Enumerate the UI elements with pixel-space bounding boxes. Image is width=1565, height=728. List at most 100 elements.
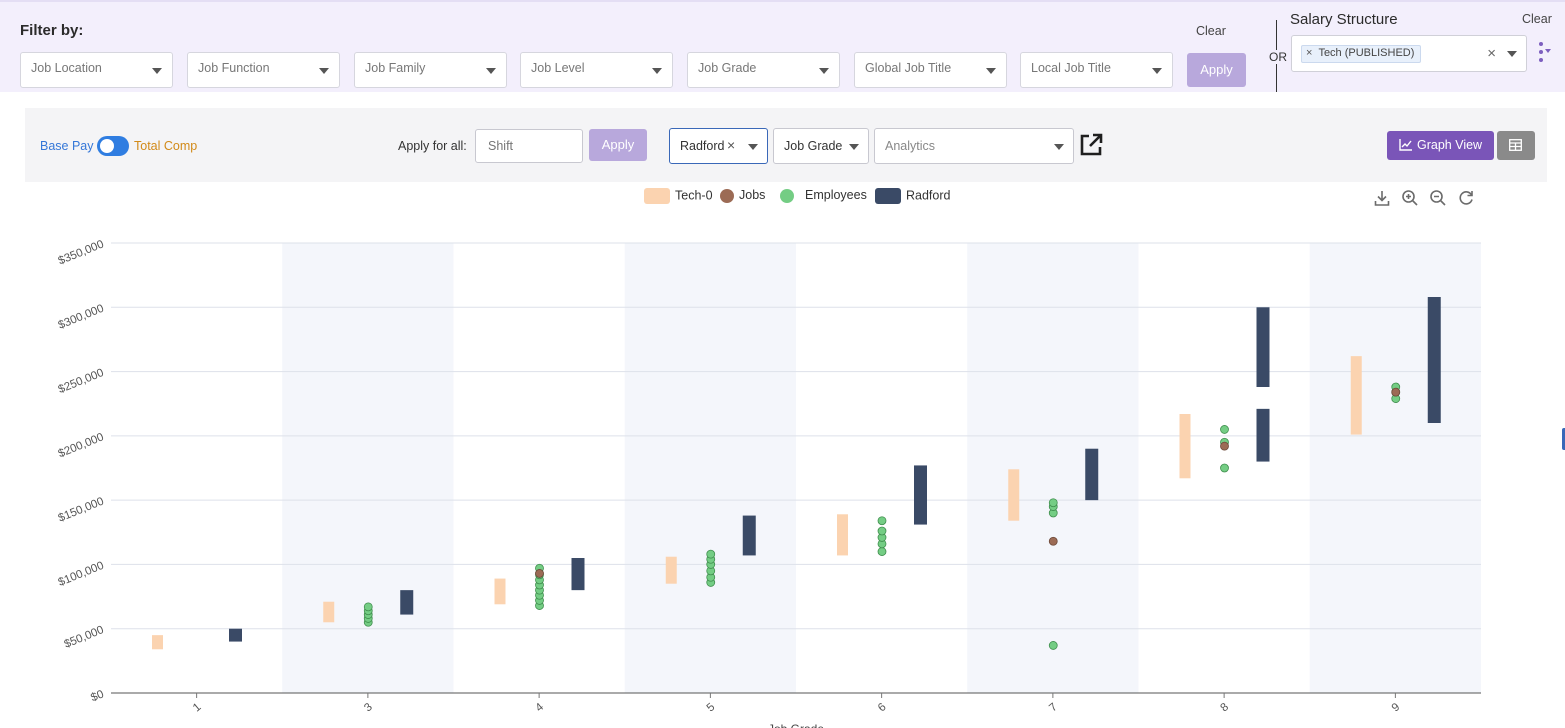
chevron-down-icon (819, 68, 829, 74)
x-tick-label: 5 (705, 701, 718, 714)
analytics-placeholder: Analytics (885, 139, 936, 153)
legend-item-tech-0[interactable]: Tech-0 (644, 188, 713, 204)
clear-icon[interactable]: × (727, 137, 736, 153)
apply-for-all-label: Apply for all: (398, 139, 467, 153)
job-function-dropdown[interactable]: Job Function (187, 52, 340, 88)
job-family-dropdown[interactable]: Job Family (354, 52, 507, 88)
analytics-select[interactable]: Analytics (874, 128, 1074, 164)
chevron-down-icon[interactable] (1507, 51, 1517, 57)
chart-toolbar: Base Pay Total Comp Apply for all: Apply… (25, 108, 1547, 182)
legend-item-jobs[interactable]: Jobs (720, 188, 765, 203)
job-family-placeholder: Job Family (365, 61, 426, 75)
filter-title: Filter by: (20, 22, 84, 39)
legend-item-radford[interactable]: Radford (875, 188, 950, 204)
employee-point (1220, 463, 1229, 473)
legend-label: Radford (906, 188, 951, 203)
job-function-placeholder: Job Function (198, 61, 270, 75)
legend-swatch (780, 188, 794, 203)
group-by-select[interactable]: Job Grade (773, 128, 869, 164)
table-view-button[interactable] (1497, 131, 1535, 160)
base-pay-label[interactable]: Base Pay (40, 139, 94, 153)
more-options-icon[interactable] (1539, 42, 1551, 62)
scroll-indicator (1562, 428, 1565, 450)
benchmark-value: Radford (680, 139, 725, 153)
tech-0-range-bar (152, 635, 163, 650)
x-tick-label: 9 (1390, 701, 1403, 714)
radford-range-bar (1256, 408, 1270, 462)
local-job-title-placeholder: Local Job Title (1031, 61, 1111, 75)
legend-label: Tech-0 (675, 188, 713, 203)
toggle-knob (100, 139, 114, 153)
pay-type-toggle[interactable] (97, 136, 129, 156)
tech-0-range-bar (323, 601, 335, 623)
radford-range-bar (229, 628, 242, 642)
salary-structure-select[interactable]: × Tech (PUBLISHED) × (1291, 35, 1527, 72)
radford-range-bar (1427, 297, 1441, 423)
tech-0-range-bar (1008, 469, 1020, 521)
y-tick-label: $200,000 (57, 431, 106, 460)
employee-point (363, 602, 373, 612)
filters-apply-button[interactable]: Apply (1187, 53, 1246, 87)
job-level-dropdown[interactable]: Job Level (520, 52, 673, 88)
zoom-out-icon[interactable] (1428, 188, 1448, 208)
job-grade-placeholder: Job Grade (698, 61, 757, 75)
graph-view-label: Graph View (1417, 138, 1483, 152)
zoom-in-icon[interactable] (1400, 188, 1420, 208)
job-location-placeholder: Job Location (31, 61, 102, 75)
radford-range-bar (914, 465, 927, 525)
employee-point (1048, 641, 1058, 650)
chip-remove-icon[interactable]: × (1306, 47, 1313, 59)
employee-point (877, 547, 887, 556)
shift-input[interactable] (475, 129, 583, 163)
global-job-title-dropdown[interactable]: Global Job Title (854, 52, 1007, 88)
job-point (535, 569, 544, 578)
tech-0-range-bar (837, 514, 848, 556)
radford-range-bar (1085, 448, 1099, 501)
local-job-title-dropdown[interactable]: Local Job Title (1020, 52, 1173, 88)
chevron-down-icon (986, 68, 996, 74)
shift-apply-button[interactable]: Apply (589, 129, 647, 161)
filters-clear-link[interactable]: Clear (1196, 24, 1226, 38)
chart-canvas: $0 $50,000 $100,000 $150,000 $200,000 $250,00… (57, 238, 1481, 728)
y-tick-label: $50,000 (63, 624, 106, 651)
employee-point (1220, 425, 1229, 434)
category-band (624, 243, 796, 693)
total-comp-label[interactable]: Total Comp (134, 139, 198, 153)
employee-point (877, 516, 887, 526)
legend-item-employees[interactable]: Employees (780, 188, 867, 203)
chart-tools (1372, 188, 1473, 208)
job-point (1391, 387, 1401, 397)
radford-range-bar (742, 515, 756, 556)
reset-icon[interactable] (1456, 188, 1476, 208)
legend-swatch (644, 188, 670, 204)
y-tick-label: $0 (89, 688, 105, 704)
external-link-icon[interactable] (1078, 132, 1104, 158)
x-tick-label: 7 (1047, 701, 1060, 714)
legend-label: Jobs (739, 188, 766, 202)
benchmark-select[interactable]: Radford × (669, 128, 768, 164)
tech-0-range-bar (1179, 414, 1191, 479)
chevron-down-icon (319, 68, 329, 74)
chevron-down-icon (1054, 144, 1064, 150)
radford-range-bar (1256, 307, 1270, 387)
legend-swatch (875, 188, 901, 204)
global-job-title-placeholder: Global Job Title (865, 61, 952, 75)
tech-0-range-bar (665, 556, 677, 584)
salary-structure-clear-link[interactable]: Clear (1522, 12, 1552, 26)
chevron-down-icon (1152, 68, 1162, 74)
radford-range-bar (400, 590, 414, 615)
clear-icon[interactable]: × (1487, 45, 1496, 62)
table-icon (1509, 139, 1522, 151)
download-icon[interactable] (1372, 188, 1392, 208)
x-tick-label: 1 (191, 701, 204, 714)
graph-view-button[interactable]: Graph View (1387, 131, 1494, 160)
job-grade-dropdown[interactable]: Job Grade (687, 52, 840, 88)
x-axis-title: Job Grade (768, 722, 824, 728)
job-point (1220, 441, 1229, 451)
category-band (1309, 243, 1481, 693)
y-tick-label: $150,000 (57, 496, 106, 525)
salary-chart: $0 $50,000 $100,000 $150,000 $200,000 $250,00… (0, 182, 1565, 728)
job-location-dropdown[interactable]: Job Location (20, 52, 173, 88)
x-tick-label: 8 (1218, 701, 1231, 714)
or-label: OR (1268, 50, 1288, 64)
